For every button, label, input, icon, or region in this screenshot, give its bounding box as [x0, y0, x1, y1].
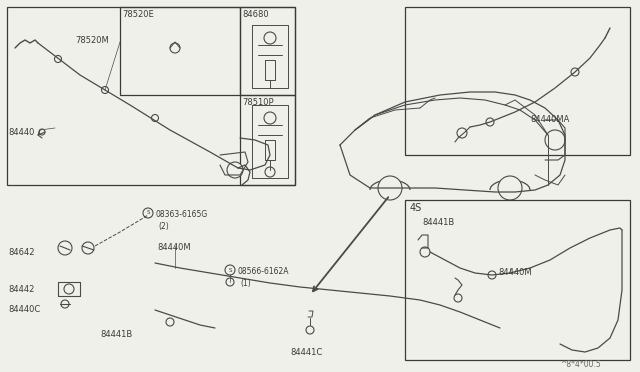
- Circle shape: [265, 167, 275, 177]
- Circle shape: [498, 176, 522, 200]
- Circle shape: [306, 326, 314, 334]
- Circle shape: [61, 300, 69, 308]
- Text: 4S: 4S: [410, 203, 422, 213]
- Text: 08566-6162A: 08566-6162A: [237, 267, 289, 276]
- Circle shape: [102, 87, 109, 93]
- Circle shape: [225, 265, 235, 275]
- Bar: [120, 7, 240, 95]
- Text: 84441B: 84441B: [422, 218, 454, 227]
- Circle shape: [457, 128, 467, 138]
- Bar: [405, 7, 630, 155]
- Text: 78520E: 78520E: [122, 10, 154, 19]
- Circle shape: [170, 43, 180, 53]
- Circle shape: [571, 68, 579, 76]
- Text: 84441C: 84441C: [290, 348, 323, 357]
- Text: 78520M: 78520M: [75, 36, 109, 45]
- Circle shape: [82, 242, 94, 254]
- Circle shape: [166, 318, 174, 326]
- Text: 84442: 84442: [8, 285, 35, 294]
- Circle shape: [545, 130, 565, 150]
- Bar: [240, 95, 295, 185]
- Text: S: S: [228, 267, 232, 273]
- Circle shape: [488, 271, 496, 279]
- Text: 84440C: 84440C: [8, 305, 40, 314]
- Circle shape: [152, 115, 159, 122]
- Circle shape: [143, 208, 153, 218]
- Circle shape: [58, 241, 72, 255]
- Circle shape: [264, 32, 276, 44]
- Text: 84440M: 84440M: [157, 243, 191, 252]
- Text: 84680: 84680: [242, 10, 269, 19]
- Circle shape: [420, 247, 430, 257]
- Circle shape: [454, 294, 462, 302]
- Text: (2): (2): [158, 222, 169, 231]
- Text: 84440M: 84440M: [498, 268, 532, 277]
- Bar: [405, 200, 630, 360]
- Circle shape: [54, 55, 61, 62]
- Bar: [240, 7, 295, 95]
- Text: 84642: 84642: [8, 248, 35, 257]
- Text: ^8*4*00.5: ^8*4*00.5: [560, 360, 601, 369]
- Text: 08363-6165G: 08363-6165G: [155, 210, 207, 219]
- Text: 84440MA: 84440MA: [530, 115, 570, 124]
- Text: S: S: [147, 211, 150, 215]
- Text: 84440: 84440: [8, 128, 35, 137]
- Circle shape: [378, 176, 402, 200]
- Text: 84441B: 84441B: [100, 330, 132, 339]
- Bar: [7, 7, 295, 185]
- Text: (1): (1): [240, 279, 251, 288]
- Circle shape: [486, 118, 494, 126]
- Circle shape: [39, 129, 45, 135]
- Text: 78510P: 78510P: [242, 98, 274, 107]
- Circle shape: [227, 162, 243, 178]
- Circle shape: [64, 284, 74, 294]
- Circle shape: [264, 112, 276, 124]
- Circle shape: [226, 278, 234, 286]
